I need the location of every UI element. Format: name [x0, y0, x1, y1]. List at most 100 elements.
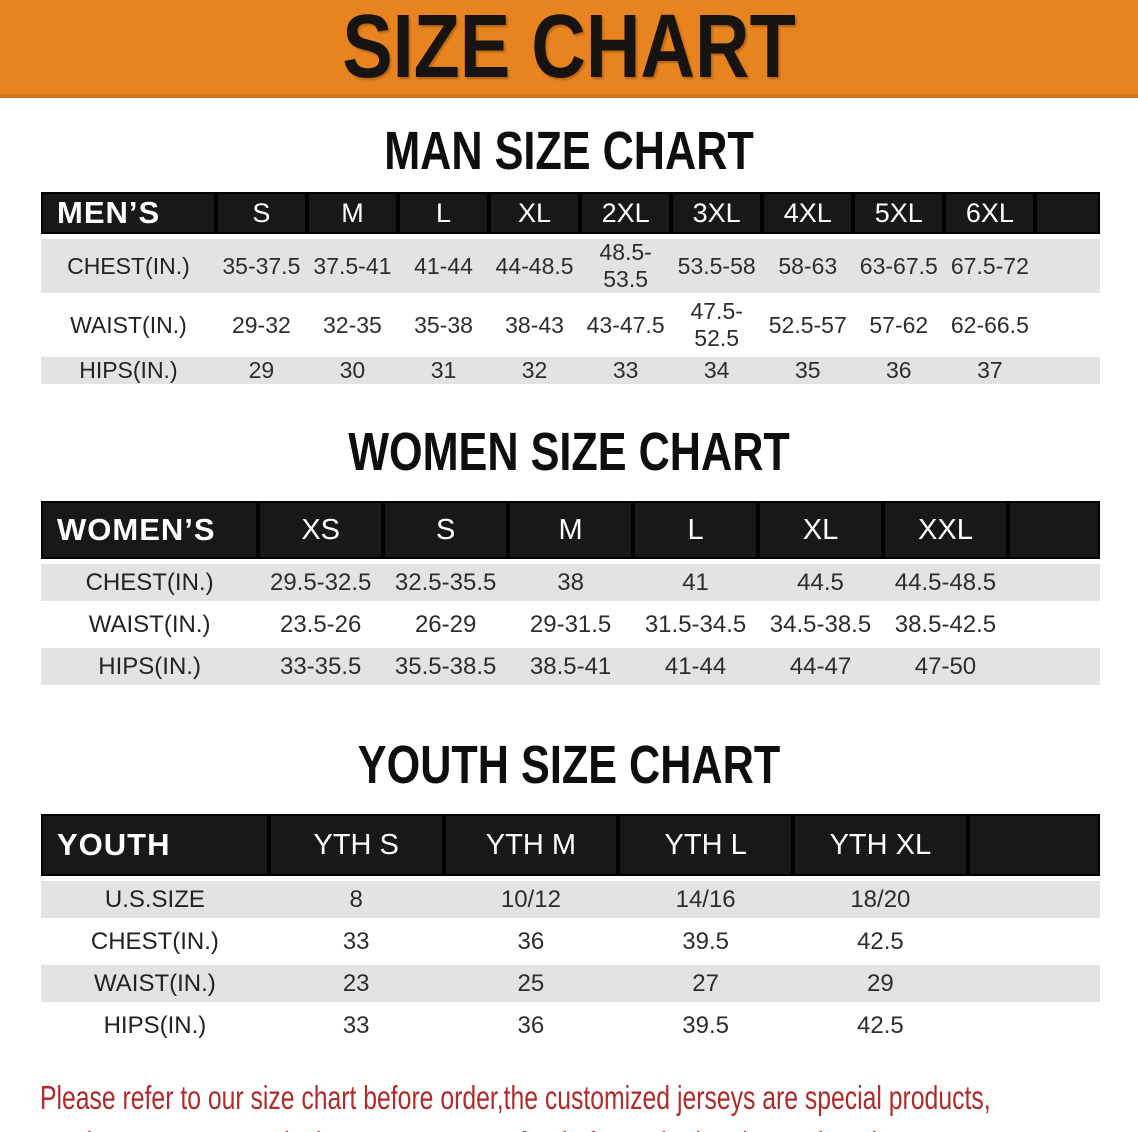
size-value-cell: 27 [618, 965, 793, 1002]
size-chart-banner: SIZE CHART [0, 0, 1138, 98]
size-column-header: L [397, 192, 490, 234]
size-value-cell: 36 [443, 1007, 619, 1044]
size-value-cell: 36 [853, 357, 945, 384]
size-value-cell: 33 [268, 1007, 444, 1044]
row-spacer-cell [1035, 357, 1100, 384]
banner-title: SIZE CHART [342, 0, 796, 97]
size-value-cell: 18/20 [793, 881, 968, 918]
size-value-cell: 48.5-53.5 [580, 239, 672, 293]
size-value-cell: 29 [215, 357, 307, 384]
header-spacer-cell [1035, 192, 1100, 234]
size-value-cell: 38-43 [489, 298, 581, 352]
size-value-cell: 26-29 [383, 606, 509, 643]
size-column-header: 3XL [671, 192, 763, 234]
size-table-header-row: YOUTH YTH S YTH M YTH L YTH XL [41, 814, 1100, 876]
size-value-cell: 67.5-72 [944, 239, 1036, 293]
size-value-cell: 53.5-58 [671, 239, 763, 293]
row-spacer-cell [1007, 564, 1100, 601]
size-column-header: 4XL [762, 192, 854, 234]
size-column-header: XL [758, 501, 883, 559]
header-spacer-cell [967, 814, 1100, 876]
size-value-cell: 41 [633, 564, 759, 601]
disclaimer-line-2: we don't accept cancel, change, teturn o… [40, 1121, 884, 1132]
youth-size-chart-section: YOUTH SIZE CHART YOUTH YTH S YTH M YTH L YTH… [0, 738, 1138, 1049]
size-column-header: M [306, 192, 398, 234]
men-chart-heading: MAN SIZE CHART [0, 124, 1138, 178]
size-value-cell: 32.5-35.5 [383, 564, 509, 601]
header-spacer-cell [1007, 501, 1100, 559]
size-column-header: YTH S [268, 814, 444, 876]
measurement-label: CHEST(IN.) [41, 564, 259, 601]
size-value-cell: 31 [397, 357, 490, 384]
row-spacer-cell [967, 881, 1100, 918]
size-value-cell: 43-47.5 [580, 298, 672, 352]
women-chart-heading-text: WOMEN SIZE CHART [348, 422, 790, 482]
row-spacer-cell [967, 1007, 1100, 1044]
measurement-row: WAIST(IN.) 29-32 32-35 35-38 38-43 43-47.5 47.… [41, 298, 1100, 352]
measurement-label: HIPS(IN.) [41, 648, 259, 685]
disclaimer-line-1: Please refer to our size chart before or… [40, 1079, 991, 1116]
measurement-row: CHEST(IN.) 29.5-32.5 32.5-35.5 38 41 44.5 44.5… [41, 564, 1100, 601]
row-spacer-cell [1007, 606, 1100, 643]
size-value-cell: 35-37.5 [215, 239, 307, 293]
youth-chart-heading-text: YOUTH SIZE CHART [357, 735, 781, 795]
size-value-cell: 29.5-32.5 [258, 564, 384, 601]
measurement-label: U.S.SIZE [41, 881, 269, 918]
size-column-header: S [215, 192, 307, 234]
size-value-cell: 14/16 [618, 881, 793, 918]
size-column-header: YTH M [443, 814, 619, 876]
size-value-cell: 30 [306, 357, 398, 384]
size-value-cell: 41-44 [397, 239, 490, 293]
size-column-header: XL [489, 192, 581, 234]
measurement-row: CHEST(IN.) 33 36 39.5 42.5 [41, 923, 1100, 960]
size-value-cell: 33-35.5 [258, 648, 384, 685]
size-column-header: XXL [882, 501, 1008, 559]
size-value-cell: 32-35 [306, 298, 398, 352]
measurement-label: WAIST(IN.) [41, 606, 259, 643]
size-value-cell: 29 [793, 965, 968, 1002]
size-column-header: S [383, 501, 509, 559]
size-value-cell: 41-44 [633, 648, 759, 685]
size-column-header: 6XL [944, 192, 1036, 234]
measurement-label: HIPS(IN.) [41, 1007, 269, 1044]
size-value-cell: 29-32 [215, 298, 307, 352]
women-size-table: WOMEN’S XS S M L XL XXL CHEST(IN.) 29.5-32.5 32.5… [41, 496, 1100, 690]
measurement-label: CHEST(IN.) [41, 239, 216, 293]
size-value-cell: 58-63 [762, 239, 854, 293]
size-value-cell: 34 [671, 357, 763, 384]
size-value-cell: 31.5-34.5 [633, 606, 759, 643]
size-value-cell: 57-62 [853, 298, 945, 352]
size-value-cell: 34.5-38.5 [758, 606, 883, 643]
size-value-cell: 39.5 [618, 923, 793, 960]
row-spacer-cell [1007, 648, 1100, 685]
size-value-cell: 37.5-41 [306, 239, 398, 293]
size-value-cell: 33 [268, 923, 444, 960]
measurement-row: WAIST(IN.) 23.5-26 26-29 29-31.5 31.5-34.5 34… [41, 606, 1100, 643]
size-column-header: XS [258, 501, 384, 559]
size-value-cell: 38.5-41 [508, 648, 634, 685]
size-value-cell: 38 [508, 564, 634, 601]
size-column-header: 5XL [853, 192, 945, 234]
row-spacer-cell [967, 923, 1100, 960]
table-group-label: MEN’S [41, 192, 216, 234]
measurement-row: WAIST(IN.) 23 25 27 29 [41, 965, 1100, 1002]
size-value-cell: 38.5-42.5 [882, 606, 1008, 643]
size-column-header: YTH XL [793, 814, 968, 876]
size-value-cell: 23.5-26 [258, 606, 384, 643]
size-value-cell: 44-47 [758, 648, 883, 685]
size-value-cell: 52.5-57 [762, 298, 854, 352]
measurement-label: WAIST(IN.) [41, 965, 269, 1002]
measurement-row: CHEST(IN.) 35-37.5 37.5-41 41-44 44-48.5 48.5… [41, 239, 1100, 293]
size-table-header-row: WOMEN’S XS S M L XL XXL [41, 501, 1100, 559]
men-size-chart-section: MAN SIZE CHART MEN’S S M L XL 2XL 3XL 4XL 5XL 6XL… [0, 124, 1138, 389]
size-value-cell: 44-48.5 [489, 239, 581, 293]
size-value-cell: 35.5-38.5 [383, 648, 509, 685]
size-value-cell: 32 [489, 357, 581, 384]
size-column-header: L [633, 501, 759, 559]
size-value-cell: 25 [443, 965, 619, 1002]
row-spacer-cell [1035, 239, 1100, 293]
size-table-header-row: MEN’S S M L XL 2XL 3XL 4XL 5XL 6XL [41, 192, 1100, 234]
youth-chart-heading: YOUTH SIZE CHART [0, 738, 1138, 792]
women-chart-heading: WOMEN SIZE CHART [0, 425, 1138, 479]
size-column-header: 2XL [580, 192, 672, 234]
